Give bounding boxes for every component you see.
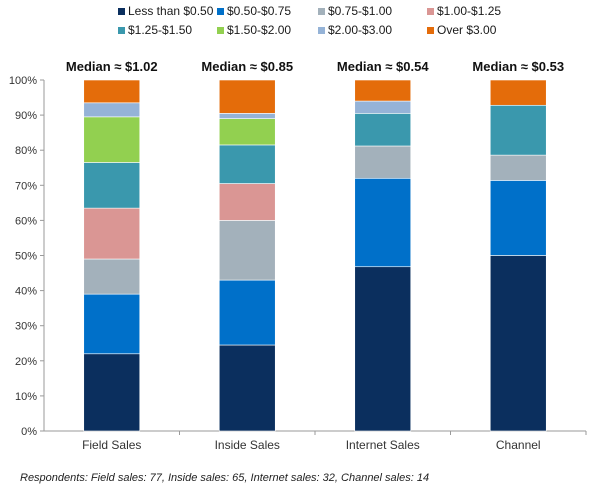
- x-category-label-channel: Channel: [496, 438, 541, 452]
- y-tick-label: 70%: [15, 180, 37, 192]
- bar-segment-field-sales-over-3-00: [83, 79, 141, 104]
- bar-segment-internet-sales-0-50-0-75: [354, 177, 412, 268]
- y-tick-label: 40%: [15, 286, 37, 298]
- legend-swatch-1-25-1-50: [118, 27, 125, 34]
- x-category-label-internet-sales: Internet Sales: [346, 438, 420, 452]
- y-tick-label: 80%: [15, 145, 37, 157]
- stacked-bar-chart: Less than $0.50 $0.50-$0.75 $0.75-$1.00 $1.…: [9, 4, 587, 452]
- bar-segment-channel-0-50-0-75: [489, 180, 547, 256]
- legend-label-1-00-1-25: $1.00-$1.25: [437, 4, 501, 18]
- legend-label-over-3-00: Over $3.00: [437, 23, 497, 37]
- bar-segment-channel-1-25-1-50: [489, 104, 547, 156]
- bar-segment-internet-sales-0-75-1-00: [354, 145, 412, 179]
- bar-segment-inside-sales-1-25-1-50: [218, 144, 276, 184]
- bar-segment-channel-less-than-0-50: [489, 255, 547, 432]
- median-label-field-sales: Median ≈ $1.02: [66, 59, 158, 74]
- y-tick-label: 20%: [15, 356, 37, 368]
- legend-label-1-50-2-00: $1.50-$2.00: [227, 23, 291, 37]
- y-tick-label: 50%: [15, 251, 37, 263]
- legend-swatch-less-than-0-50: [118, 8, 125, 15]
- legend-label-0-50-0-75: $0.50-$0.75: [227, 4, 291, 18]
- legend-swatch-over-3-00: [427, 27, 434, 34]
- legend-swatch-1-50-2-00: [217, 27, 224, 34]
- bar-segment-field-sales-1-50-2-00: [83, 116, 141, 163]
- respondents-footnote: Respondents: Field sales: 77, Inside sal…: [20, 472, 430, 484]
- bar-segment-field-sales-0-50-0-75: [83, 293, 141, 355]
- bar-segment-inside-sales-0-50-0-75: [218, 279, 276, 346]
- y-tick-label: 0%: [21, 426, 37, 438]
- bar-segment-internet-sales-over-3-00: [354, 79, 412, 102]
- y-tick-label: 90%: [15, 110, 37, 122]
- median-label-inside-sales: Median ≈ $0.85: [201, 59, 293, 74]
- median-label-channel: Median ≈ $0.53: [472, 59, 564, 74]
- bar-segment-field-sales-1-25-1-50: [83, 162, 141, 209]
- bar-segment-channel-over-3-00: [489, 79, 547, 106]
- legend-label-1-25-1-50: $1.25-$1.50: [128, 23, 192, 37]
- y-tick-label: 60%: [15, 215, 37, 227]
- x-category-label-field-sales: Field Sales: [82, 438, 141, 452]
- bar-segment-inside-sales-over-3-00: [218, 79, 276, 114]
- x-category-label-inside-sales: Inside Sales: [215, 438, 280, 452]
- bar-segment-field-sales-1-00-1-25: [83, 207, 141, 260]
- y-tick-label: 100%: [9, 75, 37, 87]
- bar-segment-inside-sales-1-00-1-25: [218, 183, 276, 221]
- bar-segment-inside-sales-less-than-0-50: [218, 344, 276, 432]
- bar-segment-inside-sales-1-50-2-00: [218, 118, 276, 146]
- legend-swatch-0-75-1-00: [318, 8, 325, 15]
- bar-segment-internet-sales-1-25-1-50: [354, 113, 412, 147]
- median-label-internet-sales: Median ≈ $0.54: [337, 59, 429, 74]
- bar-segment-field-sales-less-than-0-50: [83, 353, 141, 432]
- legend-label-2-00-3-00: $2.00-$3.00: [328, 23, 392, 37]
- bar-segment-internet-sales-less-than-0-50: [354, 266, 412, 432]
- legend-swatch-0-50-0-75: [217, 8, 224, 15]
- bar-segment-channel-0-75-1-00: [489, 154, 547, 181]
- y-tick-label: 10%: [15, 391, 37, 403]
- bar-segment-inside-sales-0-75-1-00: [218, 220, 276, 281]
- bar-segment-internet-sales-2-00-3-00: [354, 100, 412, 114]
- legend-label-0-75-1-00: $0.75-$1.00: [328, 4, 392, 18]
- y-tick-label: 30%: [15, 321, 37, 333]
- legend-label-less-than-0-50: Less than $0.50: [128, 4, 214, 18]
- legend-swatch-1-00-1-25: [427, 8, 434, 15]
- legend-swatch-2-00-3-00: [318, 27, 325, 34]
- bar-segment-field-sales-0-75-1-00: [83, 258, 141, 295]
- bar-segment-inside-sales-2-00-3-00: [218, 113, 276, 119]
- bar-segment-field-sales-2-00-3-00: [83, 102, 141, 118]
